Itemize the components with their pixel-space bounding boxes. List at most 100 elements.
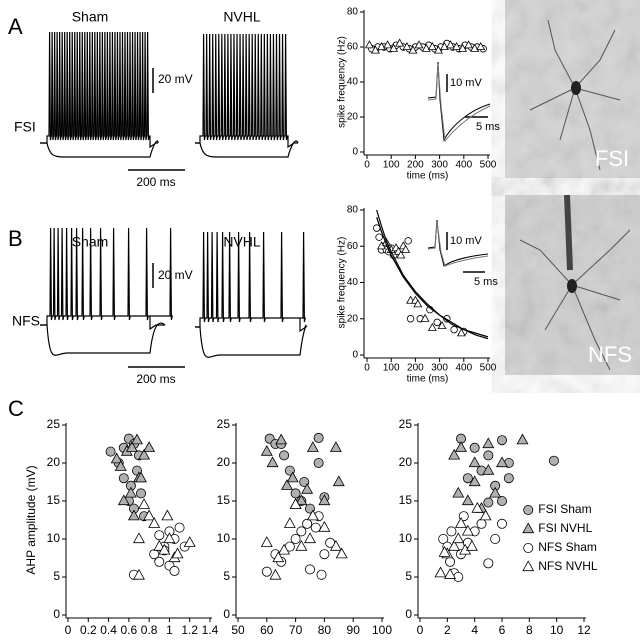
y-tick-label: 0: [405, 607, 412, 621]
trace: [40, 227, 173, 331]
data-point: [375, 233, 383, 241]
y-tick-label: 25: [399, 417, 413, 431]
micrograph-nfs: [505, 194, 640, 375]
data-point: [496, 518, 507, 529]
scale-bars: [128, 68, 488, 368]
data-point: [395, 38, 405, 47]
y-tick-label: 5: [405, 569, 412, 583]
y-tick-label: 10: [47, 531, 61, 545]
x-tick-label: 0.6: [121, 623, 138, 637]
data-point: [143, 509, 156, 521]
data-point: [471, 501, 484, 513]
data-point: [313, 457, 324, 468]
y-tick-label: 15: [399, 493, 413, 507]
data-point: [455, 441, 467, 452]
data-point: [138, 498, 151, 509]
data-point: [148, 517, 161, 528]
data-point: [266, 456, 279, 468]
x-tick-label: 200: [407, 160, 424, 171]
x-tick-label: 500: [480, 363, 497, 374]
voltage-scale: 20 mV: [158, 268, 193, 282]
x-tick-label: 0: [65, 623, 72, 637]
data-point: [286, 471, 299, 483]
voltage-traces: [40, 31, 308, 358]
data-point: [482, 437, 495, 449]
data-point: [402, 42, 412, 51]
y-tick-label: 10: [399, 531, 413, 545]
data-point: [158, 543, 171, 555]
cell-label: NFS: [12, 313, 40, 329]
data-point: [304, 564, 315, 575]
y-tick-label: 25: [47, 417, 61, 431]
fit-curve: [376, 217, 489, 340]
data-point: [261, 566, 272, 577]
image-label: NFS: [588, 342, 632, 367]
legend-label: NFS NVHL: [538, 559, 598, 573]
x-axis-label: time (ms): [407, 171, 449, 182]
legend-label: NFS Sham: [538, 540, 597, 554]
data-point: [469, 442, 480, 453]
data-point: [453, 572, 464, 583]
data-point: [318, 494, 331, 506]
data-point: [446, 40, 455, 49]
data-point: [313, 432, 324, 443]
time-scale: 200 ms: [136, 372, 175, 386]
data-point: [408, 45, 418, 54]
data-point: [455, 517, 467, 528]
chart: 0510152025024681012AHP half width (ms)FS…: [399, 417, 598, 637]
condition-label: Sham: [72, 9, 109, 25]
x-tick-label: 0.2: [80, 623, 97, 637]
inset-scale-label: 10 mV: [450, 77, 482, 89]
data-point: [476, 42, 486, 51]
spike-waveform: [427, 61, 491, 267]
y-tick-label: 0: [53, 607, 60, 621]
data-point: [404, 237, 412, 245]
data-point: [135, 471, 147, 483]
y-tick-label: 25: [217, 417, 231, 431]
image-label: FSI: [595, 146, 629, 171]
x-tick-label: 2: [444, 623, 451, 637]
data-point: [448, 448, 461, 460]
data-point: [483, 497, 494, 508]
x-tick-label: 70: [289, 623, 303, 637]
data-point: [306, 509, 319, 521]
data-point: [153, 539, 166, 551]
trace: [40, 322, 166, 356]
trace: [195, 140, 299, 158]
inset-scale-label: 5 ms: [474, 276, 498, 288]
data-point: [154, 530, 165, 541]
data-point: [461, 494, 474, 506]
data-point: [304, 532, 316, 544]
x-tick-label: 0: [364, 160, 370, 171]
data-point: [302, 518, 313, 529]
data-point: [335, 547, 348, 559]
micrograph-fsi: [505, 0, 640, 178]
y-axis-label: AHP amplitude (mV): [24, 465, 38, 574]
data-point: [110, 452, 123, 464]
data-point: [124, 486, 137, 498]
panel-label: B: [8, 226, 23, 251]
data-point: [290, 488, 301, 499]
data-point: [420, 313, 430, 322]
data-point: [482, 463, 495, 475]
chart: 0 20 40 60 80 0 100 200 300 400 500 time (ms) spike …: [337, 205, 499, 385]
inset-scale-label: 10 mV: [450, 235, 482, 247]
data-point: [133, 532, 145, 544]
data-point: [131, 433, 143, 445]
data-point: [438, 534, 449, 545]
data-point: [143, 441, 156, 452]
data-point: [446, 526, 457, 537]
y-tick-label: 5: [223, 569, 230, 583]
data-point: [479, 509, 492, 521]
data-point: [483, 558, 494, 569]
voltage-scale: 20 mV: [158, 72, 193, 86]
inset-scale-label: 5 ms: [476, 121, 500, 133]
data-point: [496, 495, 507, 506]
data-point: [105, 446, 116, 457]
x-tick-label: 1.2: [181, 623, 198, 637]
data-point: [163, 532, 176, 544]
legend-marker: [523, 504, 534, 515]
data-point: [489, 486, 502, 498]
data-point: [296, 526, 307, 537]
